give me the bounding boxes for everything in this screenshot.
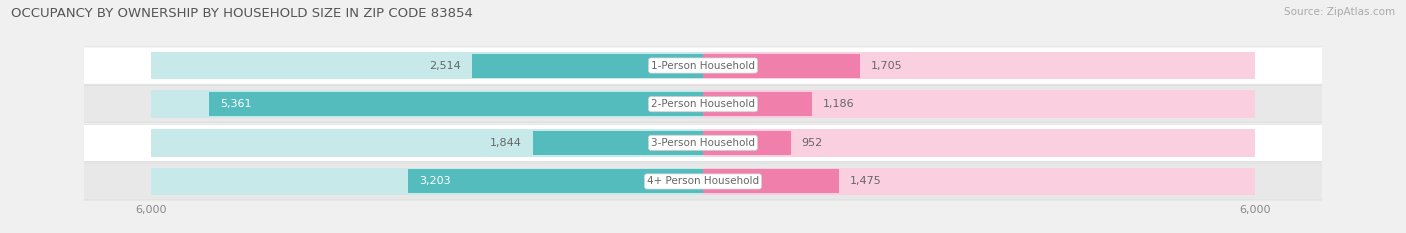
Text: OCCUPANCY BY OWNERSHIP BY HOUSEHOLD SIZE IN ZIP CODE 83854: OCCUPANCY BY OWNERSHIP BY HOUSEHOLD SIZE… bbox=[11, 7, 474, 20]
Text: 3,203: 3,203 bbox=[419, 176, 451, 186]
Text: Source: ZipAtlas.com: Source: ZipAtlas.com bbox=[1284, 7, 1395, 17]
Text: 2-Person Household: 2-Person Household bbox=[651, 99, 755, 109]
Bar bbox=[703, 90, 1256, 118]
Bar bbox=[703, 52, 1256, 79]
Bar bbox=[703, 131, 790, 155]
Bar bbox=[471, 54, 703, 78]
Bar bbox=[703, 54, 860, 78]
Bar bbox=[703, 168, 1256, 195]
Bar bbox=[150, 129, 703, 157]
Text: 1,475: 1,475 bbox=[849, 176, 882, 186]
Text: 1,705: 1,705 bbox=[870, 61, 903, 71]
Text: 952: 952 bbox=[801, 138, 823, 148]
FancyBboxPatch shape bbox=[67, 47, 1339, 84]
Bar bbox=[150, 90, 703, 118]
Bar bbox=[150, 52, 703, 79]
Text: 1-Person Household: 1-Person Household bbox=[651, 61, 755, 71]
Text: 1,186: 1,186 bbox=[824, 99, 855, 109]
Bar bbox=[703, 92, 813, 116]
Bar bbox=[408, 169, 703, 193]
FancyBboxPatch shape bbox=[67, 86, 1339, 123]
FancyBboxPatch shape bbox=[67, 163, 1339, 200]
Bar bbox=[703, 169, 839, 193]
Bar bbox=[209, 92, 703, 116]
Text: 5,361: 5,361 bbox=[221, 99, 252, 109]
Text: 1,844: 1,844 bbox=[491, 138, 522, 148]
Bar bbox=[150, 168, 703, 195]
Bar bbox=[703, 129, 1256, 157]
Bar bbox=[533, 131, 703, 155]
FancyBboxPatch shape bbox=[67, 124, 1339, 161]
Text: 2,514: 2,514 bbox=[429, 61, 461, 71]
Text: 4+ Person Household: 4+ Person Household bbox=[647, 176, 759, 186]
Text: 3-Person Household: 3-Person Household bbox=[651, 138, 755, 148]
